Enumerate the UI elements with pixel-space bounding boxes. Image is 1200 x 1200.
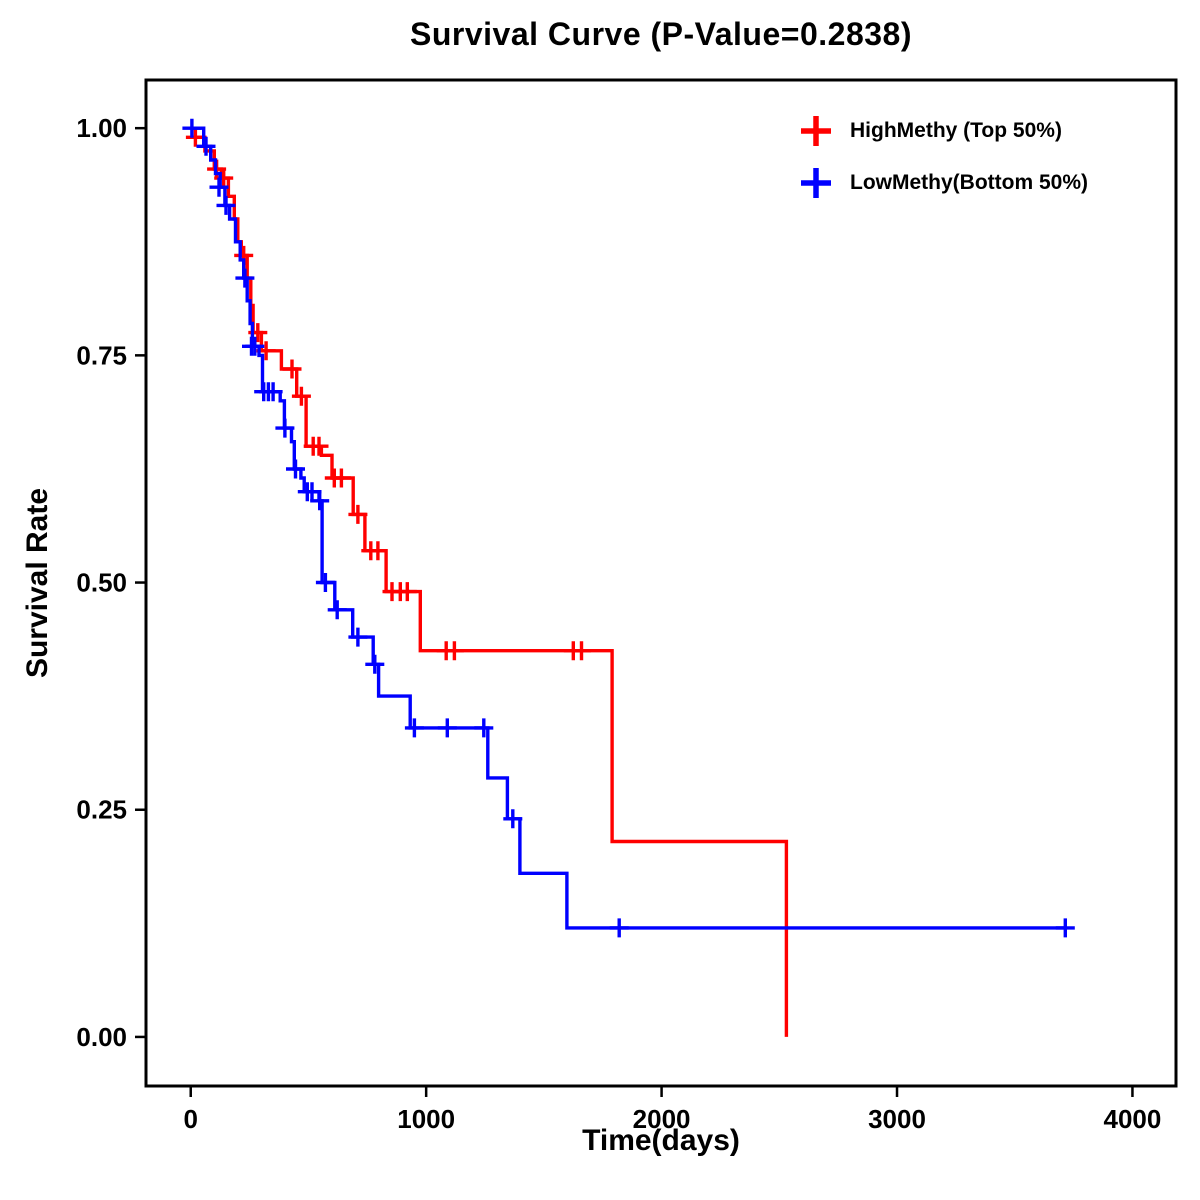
y-tick-label: 0.00 [76,1022,127,1052]
censor-mark [245,336,265,356]
censor-mark [503,809,523,829]
legend: HighMethy (Top 50%) LowMethy(Bottom 50%) [798,114,1088,200]
km-curve-1 [190,126,1067,930]
x-tick-label: 3000 [868,1104,926,1134]
censor-mark [331,468,351,488]
legend-item-highmethy: HighMethy (Top 50%) [798,114,1088,148]
legend-label-lowmethy: LowMethy(Bottom 50%) [850,171,1088,194]
legend-item-lowmethy: LowMethy(Bottom 50%) [798,166,1088,200]
censor-mark [282,359,302,379]
censor-mark [310,491,330,511]
y-tick-label: 0.75 [76,340,127,370]
y-tick-label: 0.25 [76,795,127,825]
censor-mark [365,654,385,674]
km-curve-0 [190,135,789,1037]
x-tick-label: 2000 [633,1104,691,1134]
censor-mark [1055,918,1075,938]
legend-label-highmethy: HighMethy (Top 50%) [850,119,1062,142]
censor-mark [216,195,236,215]
censor-mark [275,418,295,438]
censor-mark [309,436,329,456]
x-axis-label: Time(days) [582,1124,740,1157]
censor-mark [286,459,305,479]
censor-mark [185,127,205,147]
censor-mark [182,118,202,138]
y-tick-label: 0.50 [76,568,127,598]
plus-marker-icon-red [801,116,831,146]
censor-mark [263,382,283,402]
censor-mark [572,641,591,661]
x-tick-label: 0 [183,1104,197,1134]
chart-title: Survival Curve (P-Value=0.2838) [410,16,912,52]
censor-mark [404,718,424,738]
censor-mark [348,504,368,524]
plot-border [144,78,1178,1088]
plus-marker-icon-blue [801,168,831,198]
censor-mark [315,573,335,592]
censor-mark [348,627,368,647]
censor-mark [368,541,388,561]
censor-mark [397,582,417,602]
x-tick-label: 1000 [397,1104,455,1134]
censor-mark [444,641,464,661]
censor-mark [437,718,457,738]
y-tick-label: 1.00 [76,113,127,143]
censor-mark [474,718,494,738]
censor-mark [196,136,216,156]
censor-mark [291,386,311,406]
x-tick-label: 4000 [1104,1104,1162,1134]
censor-mark [209,177,229,197]
censor-mark [327,600,347,620]
censor-mark [609,918,629,938]
censor-mark [235,268,255,288]
